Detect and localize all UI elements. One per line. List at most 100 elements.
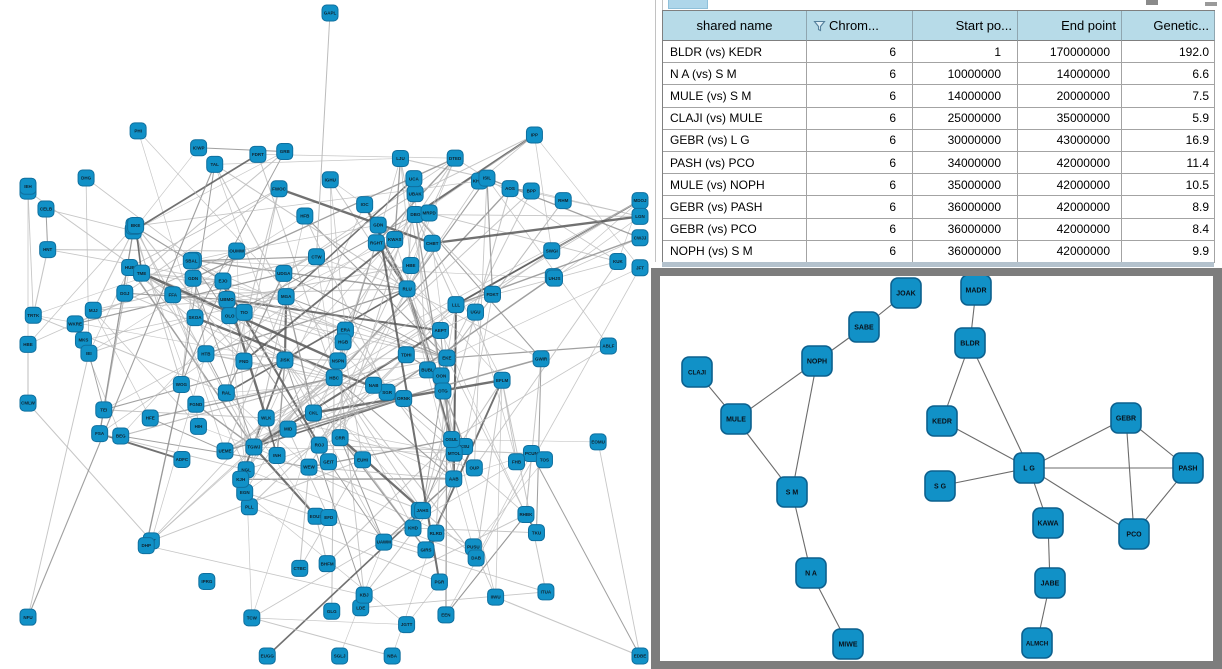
network-node[interactable]: JFT (631, 259, 649, 277)
network-node[interactable]: IPP (525, 126, 543, 144)
funnel-icon[interactable] (813, 20, 826, 32)
network-node[interactable]: GRB (276, 143, 294, 161)
table-cell[interactable]: 42000000 (1018, 218, 1122, 241)
table-cell[interactable]: 36000000 (913, 240, 1018, 263)
table-cell[interactable]: 30000000 (913, 129, 1018, 152)
network-node[interactable]: RAL (217, 384, 235, 402)
network-node[interactable]: EUGG (258, 647, 276, 665)
network-node[interactable]: ADFC (173, 450, 191, 468)
network-node[interactable]: FDRT (249, 145, 267, 163)
table-cell[interactable]: 25000000 (913, 107, 1018, 130)
network-node[interactable]: RGHT (367, 234, 385, 252)
network-node[interactable]: GDN (369, 216, 387, 234)
network-node[interactable]: FWOC (270, 180, 288, 198)
network-node[interactable]: TME (133, 264, 151, 282)
network-node[interactable]: HTB (197, 345, 215, 363)
network-node-madr[interactable]: MADR (960, 274, 992, 306)
network-node[interactable]: IIWU (487, 588, 505, 606)
table-cell[interactable]: 6 (807, 129, 913, 152)
network-node[interactable]: TAL (206, 155, 224, 173)
table-cell[interactable]: GEBR (vs) L G (663, 129, 807, 152)
network-node[interactable]: TOS (535, 451, 553, 469)
network-node[interactable]: OUP (465, 459, 483, 477)
network-node[interactable]: WOG (172, 375, 190, 393)
network-node[interactable]: LGN (631, 207, 649, 225)
network-node[interactable]: KJH (232, 470, 250, 488)
table-cell[interactable]: GEBR (vs) PASH (663, 196, 807, 219)
network-node[interactable]: GEIT (319, 453, 337, 471)
column-header-genetic[interactable]: Genetic... (1122, 11, 1215, 41)
table-cell[interactable]: MULE (vs) NOPH (663, 174, 807, 197)
network-node[interactable]: UHJS (545, 269, 563, 287)
table-cell[interactable]: 43000000 (1018, 129, 1122, 152)
network-node[interactable]: KUK (609, 253, 627, 271)
network-node[interactable]: EKE (438, 349, 456, 367)
network-node[interactable]: DHP (137, 537, 155, 555)
network-node[interactable]: UCA (405, 170, 423, 188)
table-cell[interactable]: 36000000 (913, 196, 1018, 219)
table-row[interactable]: GEBR (vs) PCO 6 36000000 42000000 8.4 (663, 218, 1215, 241)
network-node-jabe[interactable]: JABE (1034, 567, 1066, 599)
toolbar-tab-fragment[interactable] (668, 0, 708, 9)
network-node[interactable]: MGA (277, 288, 295, 306)
network-node[interactable]: CKL (304, 404, 322, 422)
network-node[interactable]: IPRG (198, 573, 216, 591)
network-node[interactable]: GDN (184, 269, 202, 287)
table-cell[interactable]: 6 (807, 196, 913, 219)
network-node[interactable]: SWGI (543, 242, 561, 260)
network-node[interactable]: FGND (187, 395, 205, 413)
table-row[interactable]: MULE (vs) S M 6 14000000 20000000 7.5 (663, 85, 1215, 108)
scrollbar-fragment[interactable] (1146, 0, 1158, 5)
network-node[interactable]: MDOJ (631, 192, 649, 210)
table-cell[interactable]: 42000000 (1018, 196, 1122, 219)
network-node-s-g[interactable]: S G (924, 470, 956, 502)
column-header-start-position[interactable]: Start po... (913, 11, 1018, 41)
network-node[interactable]: KBJ (355, 586, 373, 604)
network-node[interactable]: WKRE (66, 315, 84, 333)
table-cell[interactable]: 6 (807, 218, 913, 241)
network-node[interactable]: CELB (37, 200, 55, 218)
network-node[interactable]: CMLW (19, 394, 37, 412)
network-node[interactable]: FSA (91, 425, 109, 443)
table-cell[interactable]: N A (vs) S M (663, 63, 807, 86)
network-node[interactable]: WEW (300, 458, 318, 476)
network-node[interactable]: MID (279, 420, 297, 438)
network-node[interactable]: TGWJ (245, 438, 263, 456)
network-node[interactable]: EUHI (354, 451, 372, 469)
network-node[interactable]: DTED (446, 149, 464, 167)
table-row[interactable]: BLDR (vs) KEDR 6 1 170000000 192.0 (663, 41, 1215, 64)
network-node[interactable]: CWJJ (631, 229, 649, 247)
network-node[interactable]: HBE (402, 256, 420, 274)
table-cell[interactable]: BLDR (vs) KEDR (663, 41, 807, 64)
network-node[interactable]: ITUA (537, 583, 555, 601)
network-node-joak[interactable]: JOAK (890, 277, 922, 309)
network-node[interactable]: EEN (437, 606, 455, 624)
network-node[interactable]: TIO (235, 303, 253, 321)
table-cell[interactable]: 11.4 (1122, 151, 1215, 175)
network-node[interactable]: BHFM (318, 555, 336, 573)
network-node[interactable]: ABLF (599, 337, 617, 355)
network-node[interactable]: OLO (221, 307, 239, 325)
network-node[interactable]: OTG (434, 382, 452, 400)
table-row[interactable]: MULE (vs) NOPH 6 35000000 42000000 10.5 (663, 174, 1215, 197)
network-node[interactable]: ICWP (190, 139, 208, 157)
table-cell[interactable]: 20000000 (1018, 85, 1122, 108)
network-node[interactable]: OSUL (443, 430, 461, 448)
table-cell[interactable]: 1 (913, 41, 1018, 64)
network-node[interactable]: CHBT (423, 234, 441, 252)
network-node-miwe[interactable]: MIWE (832, 628, 864, 660)
table-row[interactable]: CLAJI (vs) MULE 6 25000000 35000000 5.9 (663, 107, 1215, 130)
network-node[interactable]: RHBK (517, 505, 535, 523)
network-node[interactable]: FHB (508, 453, 526, 471)
network-node[interactable]: LLL (447, 296, 465, 314)
network-node[interactable]: DAB (467, 549, 485, 567)
table-cell[interactable]: 10.5 (1122, 174, 1215, 197)
network-node[interactable]: MJJ (84, 301, 102, 319)
network-node[interactable]: HNT (39, 241, 57, 259)
table-cell[interactable]: GEBR (vs) PCO (663, 218, 807, 241)
network-node[interactable]: JISK (276, 351, 294, 369)
network-node[interactable]: FDKT (483, 285, 501, 303)
network-node[interactable]: IEH (19, 177, 37, 195)
table-row[interactable]: N A (vs) S M 6 10000000 14000000 6.6 (663, 63, 1215, 86)
network-node[interactable]: FFA (164, 286, 182, 304)
